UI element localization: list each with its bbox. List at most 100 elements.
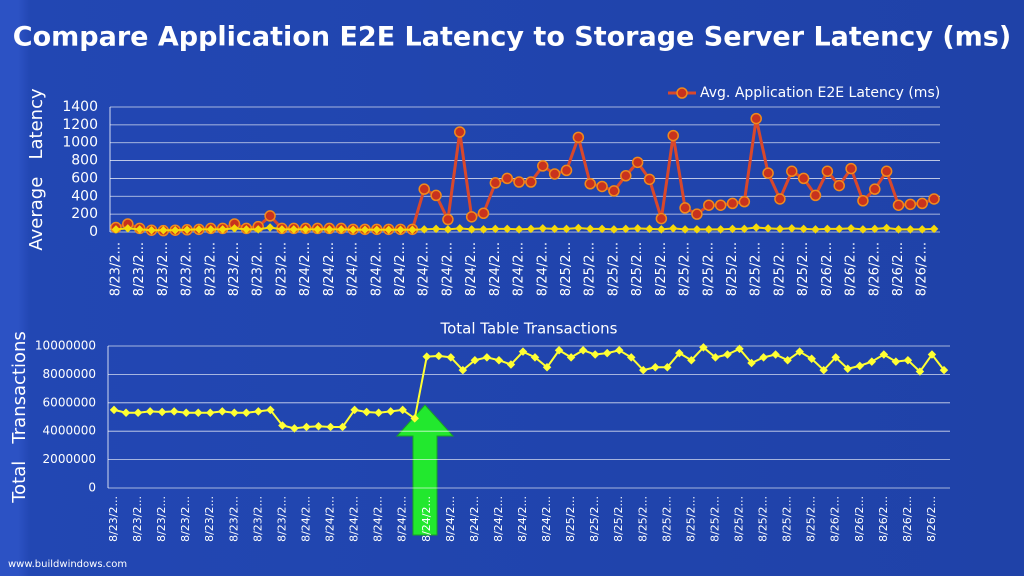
point-marker <box>554 346 564 355</box>
point-marker <box>927 350 937 359</box>
point-marker <box>578 346 588 355</box>
point-marker <box>807 354 816 364</box>
point-marker <box>819 365 828 375</box>
point-marker <box>783 355 792 365</box>
point-marker <box>109 405 119 415</box>
point-marker <box>879 350 889 359</box>
point-marker <box>479 225 488 234</box>
point-marker <box>675 348 684 358</box>
point-marker <box>408 225 417 235</box>
point-marker <box>738 195 751 208</box>
point-marker <box>182 225 192 235</box>
x-tick-label: 8/26/2... <box>877 496 890 542</box>
point-marker <box>655 212 668 225</box>
series-line <box>115 118 935 233</box>
point-marker <box>843 364 852 373</box>
point-marker <box>494 355 504 365</box>
point-marker <box>574 223 583 233</box>
point-marker <box>538 224 548 233</box>
point-marker <box>774 193 786 205</box>
x-tick-label: 8/26/2... <box>820 242 835 296</box>
point-marker <box>855 361 865 371</box>
x-tick-label: 8/25/2... <box>612 496 625 542</box>
y-tick-label: 0 <box>88 481 96 495</box>
x-tick-label: 8/24/2... <box>298 242 313 296</box>
point-marker <box>265 223 275 232</box>
y-tick-label: 8000000 <box>43 367 96 381</box>
point-marker <box>266 405 275 415</box>
point-marker <box>560 164 573 177</box>
x-tick-label: 8/24/2... <box>540 496 553 542</box>
point-marker <box>915 367 925 376</box>
point-marker <box>735 344 744 354</box>
y-tick-label: 400 <box>71 188 98 204</box>
x-tick-label: 8/26/2... <box>867 242 882 296</box>
x-tick-label: 8/23/2... <box>132 242 147 296</box>
point-marker <box>181 408 191 417</box>
point-marker <box>386 407 395 416</box>
point-marker <box>691 208 703 220</box>
x-tick-label: 8/23/2... <box>227 242 242 296</box>
point-marker <box>277 225 287 234</box>
x-tick-label: 8/26/2... <box>915 242 930 296</box>
point-marker <box>443 225 453 234</box>
x-tick-label: 8/24/2... <box>396 496 409 542</box>
point-marker <box>374 408 383 417</box>
footer: www.buildwindows.com <box>8 559 127 570</box>
x-tick-label: 8/26/2... <box>829 496 842 542</box>
point-marker <box>465 211 478 223</box>
y-tick-label: 800 <box>71 153 98 169</box>
point-marker <box>525 176 537 188</box>
x-tick-label: 8/25/2... <box>636 496 649 542</box>
x-tick-label: 8/26/2... <box>844 242 859 296</box>
x-tick-label: 8/24/2... <box>299 496 312 542</box>
x-tick-label: 8/25/2... <box>564 496 577 542</box>
x-tick-label: 8/24/2... <box>516 496 529 542</box>
x-tick-label: 8/25/2... <box>805 496 818 542</box>
point-marker <box>218 225 227 234</box>
point-marker <box>566 353 576 362</box>
point-marker <box>418 183 430 195</box>
point-marker <box>714 199 727 211</box>
y-tick-label: 200 <box>71 206 98 222</box>
series-line <box>115 226 935 232</box>
x-tick-label: 8/23/2... <box>275 496 288 542</box>
point-marker <box>620 170 632 182</box>
slide-title: Compare Application E2E Latency to Stora… <box>13 22 1011 53</box>
x-tick-label: 8/23/2... <box>107 496 120 542</box>
point-marker <box>651 363 660 372</box>
point-marker <box>242 225 251 234</box>
point-marker <box>668 224 678 233</box>
point-marker <box>301 225 310 234</box>
x-tick-label: 8/25/2... <box>749 242 764 296</box>
point-marker <box>302 422 311 432</box>
x-tick-label: 8/24/2... <box>420 496 433 542</box>
x-tick-label: 8/24/2... <box>440 242 455 296</box>
point-marker <box>506 360 516 369</box>
point-marker <box>572 131 585 144</box>
point-marker <box>338 422 347 432</box>
point-marker <box>410 414 419 423</box>
x-tick-label: 8/24/2... <box>535 242 550 296</box>
point-marker <box>442 213 454 226</box>
point-marker <box>891 357 901 366</box>
y-tick-label: 1200 <box>62 117 98 133</box>
point-marker <box>422 352 431 361</box>
point-marker <box>751 223 761 232</box>
x-tick-label: 8/25/2... <box>606 242 621 296</box>
point-marker <box>831 353 840 362</box>
point-marker <box>513 176 525 188</box>
point-marker <box>916 197 928 210</box>
x-tick-label: 8/24/2... <box>417 242 432 296</box>
point-marker <box>530 353 540 362</box>
x-tick-label: 8/23/2... <box>180 242 195 296</box>
point-marker <box>809 189 822 202</box>
point-marker <box>537 160 549 172</box>
point-marker <box>454 126 466 138</box>
y-axis-label: Total Transactions <box>9 331 30 504</box>
x-tick-label: 8/25/2... <box>684 496 697 542</box>
point-marker <box>230 408 239 417</box>
x-tick-label: 8/25/2... <box>654 242 669 296</box>
point-marker <box>350 405 359 415</box>
